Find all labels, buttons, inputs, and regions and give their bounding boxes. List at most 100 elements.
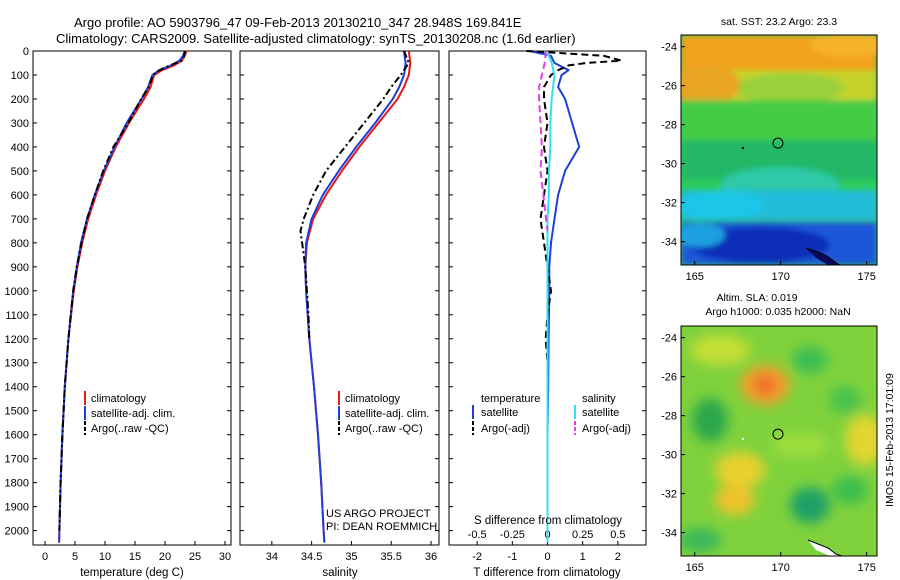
series-line-satellite-adj-clim- <box>304 50 407 543</box>
legend-label-satellite: satellite-adj. clim. <box>91 408 175 420</box>
salinity-axes: 34 34.5 35 35.5 36 <box>240 50 439 563</box>
map-y-tick-label: -32 <box>661 489 677 501</box>
x-tick-label: 20 <box>159 551 171 563</box>
map-x-tick-label: 175 <box>858 271 876 283</box>
sst-map-title: sat. SST: 23.2 Argo: 23.3 <box>721 16 837 28</box>
sla-map-title-line2: Argo h1000: 0.035 h2000: NaN <box>705 306 850 318</box>
sst-map-axes: 165 170 175 -24 -26 -28 -30 -32 -34 <box>661 42 876 283</box>
map-x-tick-label: 165 <box>686 271 704 283</box>
map-x-tick-label: 175 <box>858 562 876 574</box>
salinity-legend: climatology satellite-adj. clim. Argo(..… <box>338 391 429 435</box>
y-tick-label: 1300 <box>5 358 29 370</box>
temperature-legend: climatology satellite-adj. clim. Argo(..… <box>84 391 175 435</box>
map-x-tick-label: 170 <box>772 271 790 283</box>
y-tick-label: 1200 <box>5 334 29 346</box>
map-dot <box>741 146 745 150</box>
map-y-tick-label: -24 <box>661 42 677 54</box>
legend-label-argo: Argo(..raw -QC) <box>345 423 423 435</box>
s-difference-axis-label: S difference from climatology <box>474 515 622 527</box>
x-tick-label: -1 <box>507 551 517 563</box>
credit-line1: US ARGO PROJECT <box>326 508 431 520</box>
sst-map-field <box>681 35 877 265</box>
figure-title-line1: Argo profile: AO 5903796_47 09-Feb-2013 … <box>74 15 522 30</box>
temperature-panel <box>32 50 232 546</box>
s-tick-label: 0.5 <box>610 529 625 541</box>
y-tick-label: 200 <box>11 94 29 106</box>
y-tick-label: 0 <box>23 46 29 58</box>
map-y-tick-label: -32 <box>661 198 677 210</box>
x-tick-label: 15 <box>129 551 141 563</box>
y-tick-label: 1000 <box>5 286 29 298</box>
series-line-satellite <box>529 50 581 543</box>
map-y-tick-label: -28 <box>661 120 677 132</box>
legend-label-satellite: satellite-adj. clim. <box>345 408 429 420</box>
s-tick-label: -0.5 <box>468 529 487 541</box>
legend-label-t-satellite: satellite <box>481 407 518 419</box>
x-tick-label: 34.5 <box>301 551 322 563</box>
y-tick-label: 2000 <box>5 526 29 538</box>
y-tick-label: 800 <box>11 238 29 250</box>
legend-label-argo: Argo(..raw -QC) <box>91 423 169 435</box>
series-line-argo-raw-qc- <box>58 50 186 531</box>
t-difference-axis-label: T difference from climatology <box>473 567 620 579</box>
legend-label-s-argo: Argo(-adj) <box>582 423 631 435</box>
sla-map-field <box>681 326 877 556</box>
x-tick-label: 25 <box>189 551 201 563</box>
imos-timestamp: IMOS 15-Feb-2013 17:01:09 <box>884 373 896 507</box>
salinity-axis-label: salinity <box>322 567 357 579</box>
y-tick-label: 300 <box>11 118 29 130</box>
temperature-axis-label: temperature (deg C) <box>80 567 184 579</box>
y-tick-label: 1600 <box>5 430 29 442</box>
map-x-tick-label: 165 <box>686 562 704 574</box>
difference-series <box>526 50 623 543</box>
salinity-panel <box>239 50 440 546</box>
x-tick-label: 35.5 <box>381 551 402 563</box>
s-tick-label: 0.25 <box>572 529 593 541</box>
map-dot <box>741 437 745 441</box>
series-line-satellite-adj-clim- <box>58 50 186 543</box>
x-tick-label: 5 <box>72 551 78 563</box>
series-line-climatology <box>58 50 188 543</box>
x-tick-label: 2 <box>615 551 621 563</box>
x-tick-label: 34 <box>266 551 278 563</box>
salinity-series <box>299 50 412 543</box>
map-y-tick-label: -24 <box>661 333 677 345</box>
map-y-tick-label: -34 <box>661 528 677 540</box>
temperature-axes: 0 5 10 15 20 25 300100200300400500600700800900… <box>5 46 232 563</box>
series-line-satellite <box>543 50 556 543</box>
map-y-tick-label: -28 <box>661 411 677 423</box>
legend-label-climatology: climatology <box>91 393 147 405</box>
x-tick-label: 30 <box>219 551 231 563</box>
legend-label-climatology: climatology <box>345 393 401 405</box>
series-line-argo-raw-qc- <box>299 50 410 339</box>
x-tick-label: 1 <box>580 551 586 563</box>
y-tick-label: 1100 <box>5 310 29 322</box>
y-tick-label: 500 <box>11 166 29 178</box>
y-tick-label: 100 <box>11 70 29 82</box>
y-tick-label: 600 <box>11 190 29 202</box>
sla-map-axes: 165 170 175 -24 -26 -28 -30 -32 -34 <box>661 333 876 574</box>
map-y-tick-label: -26 <box>661 372 677 384</box>
map-y-tick-label: -30 <box>661 450 677 462</box>
sla-map-title-line1: Altim. SLA: 0.019 <box>716 292 797 304</box>
y-tick-label: 700 <box>11 214 29 226</box>
map-x-tick-label: 170 <box>772 562 790 574</box>
y-tick-label: 400 <box>11 142 29 154</box>
legend-label-s-satellite: satellite <box>582 407 619 419</box>
credit-line2: PI: DEAN ROEMMICH <box>326 521 437 533</box>
x-tick-label: 10 <box>99 551 111 563</box>
legend-title-temperature: temperature <box>481 393 540 405</box>
map-y-tick-label: -34 <box>661 237 677 249</box>
y-tick-label: 1700 <box>5 454 29 466</box>
argo-position-marker <box>772 137 784 149</box>
x-tick-label: 0 <box>42 551 48 563</box>
map-y-tick-label: -30 <box>661 159 677 171</box>
temperature-series <box>58 50 188 543</box>
x-tick-label: 36 <box>425 551 437 563</box>
figure-title-line2: Climatology: CARS2009. Satellite-adjuste… <box>56 31 576 46</box>
y-tick-label: 900 <box>11 262 29 274</box>
x-tick-label: 0 <box>544 551 550 563</box>
y-tick-label: 1900 <box>5 502 29 514</box>
x-tick-label: -2 <box>472 551 482 563</box>
